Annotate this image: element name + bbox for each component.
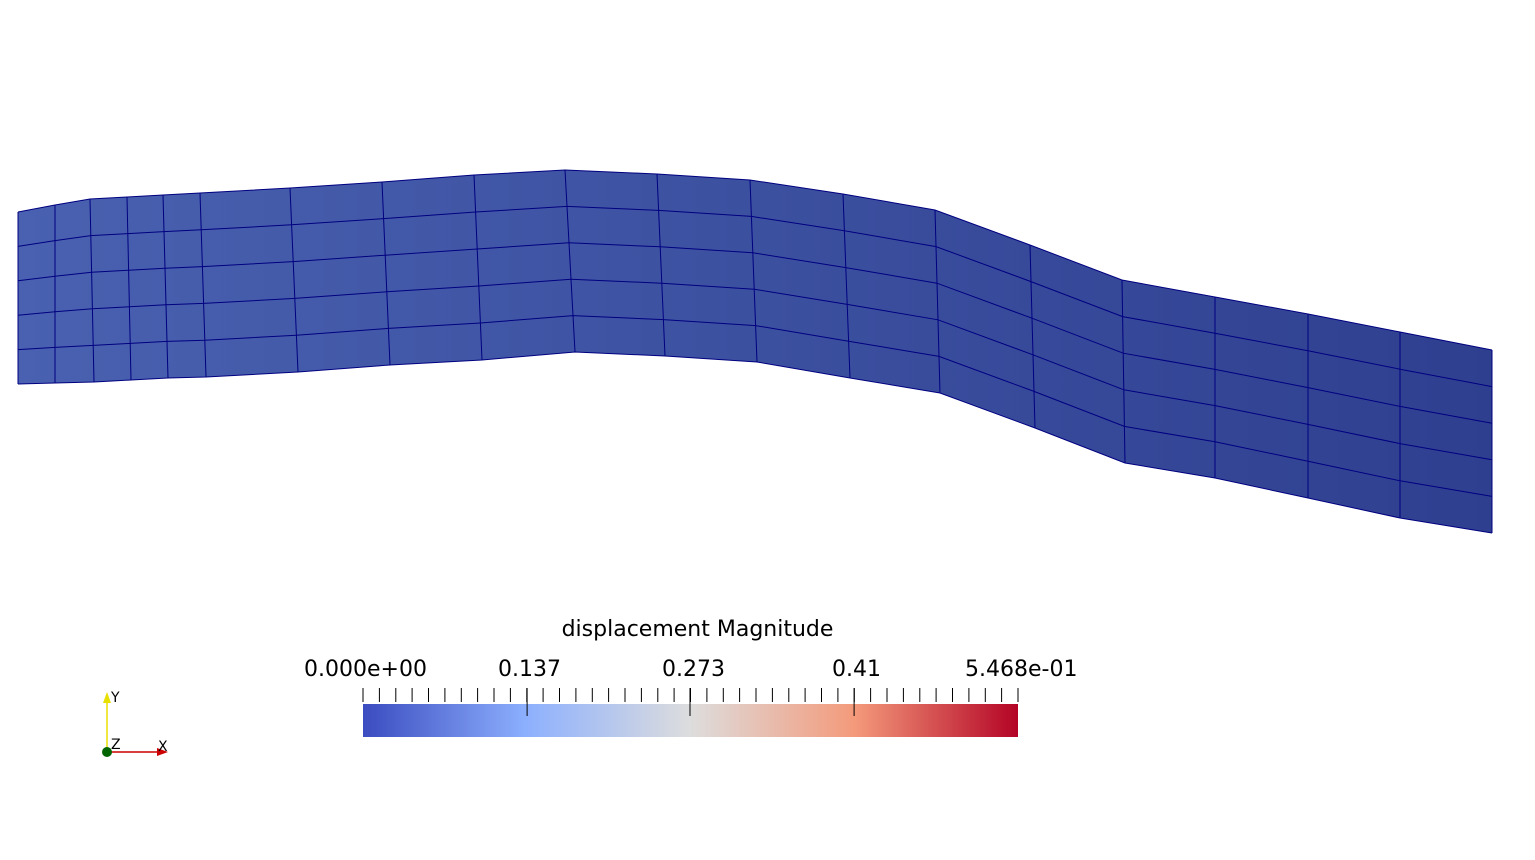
colorbar-tick-label: 0.137 (498, 657, 561, 682)
colorbar-title: displacement Magnitude (561, 617, 834, 642)
mesh-edge-horizontal (17, 205, 1493, 388)
x-axis-label: X (158, 739, 168, 755)
mesh-edge-vertical (162, 194, 169, 379)
mesh-edge-vertical (1121, 279, 1126, 464)
mesh-edge-horizontal (17, 278, 1493, 461)
colorbar-max-label: 5.468e-01 (965, 657, 1078, 682)
mesh-edge-vertical (89, 198, 95, 383)
mesh-edge-vertical (473, 174, 483, 361)
mesh-surface (18, 170, 1492, 533)
mesh-edge-vertical (1029, 244, 1036, 429)
mesh-edge-vertical (289, 187, 299, 373)
colorbar-tick-label: 0.273 (662, 657, 725, 682)
mesh-edge-vertical (934, 209, 941, 394)
z-axis-label: Z (111, 737, 121, 753)
mesh-edge-horizontal (17, 351, 1493, 534)
y-axis-arrow (103, 692, 111, 703)
mesh-edge-vertical (381, 181, 391, 366)
colorbar-tick-label: 0.41 (832, 657, 881, 682)
mesh-edge-vertical (126, 196, 132, 381)
mesh-edge-vertical (842, 193, 851, 379)
colorbar-min-label: 0.000e+00 (304, 657, 427, 682)
color-legend (362, 688, 1019, 737)
mesh-edge-horizontal (17, 315, 1493, 497)
mesh-edge-vertical (199, 192, 207, 378)
mesh-edge-horizontal (17, 242, 1493, 424)
y-axis-label: Y (111, 690, 120, 706)
x-axis-arrow (157, 748, 168, 756)
mesh-edge-vertical (564, 169, 576, 353)
mesh-edge-vertical (749, 179, 758, 363)
orientation-axes (102, 692, 168, 757)
mesh-edge-horizontal (17, 169, 1493, 351)
z-axis-dot (102, 747, 112, 757)
mesh-edge-vertical (656, 173, 666, 357)
deformed-mesh (17, 169, 1493, 534)
